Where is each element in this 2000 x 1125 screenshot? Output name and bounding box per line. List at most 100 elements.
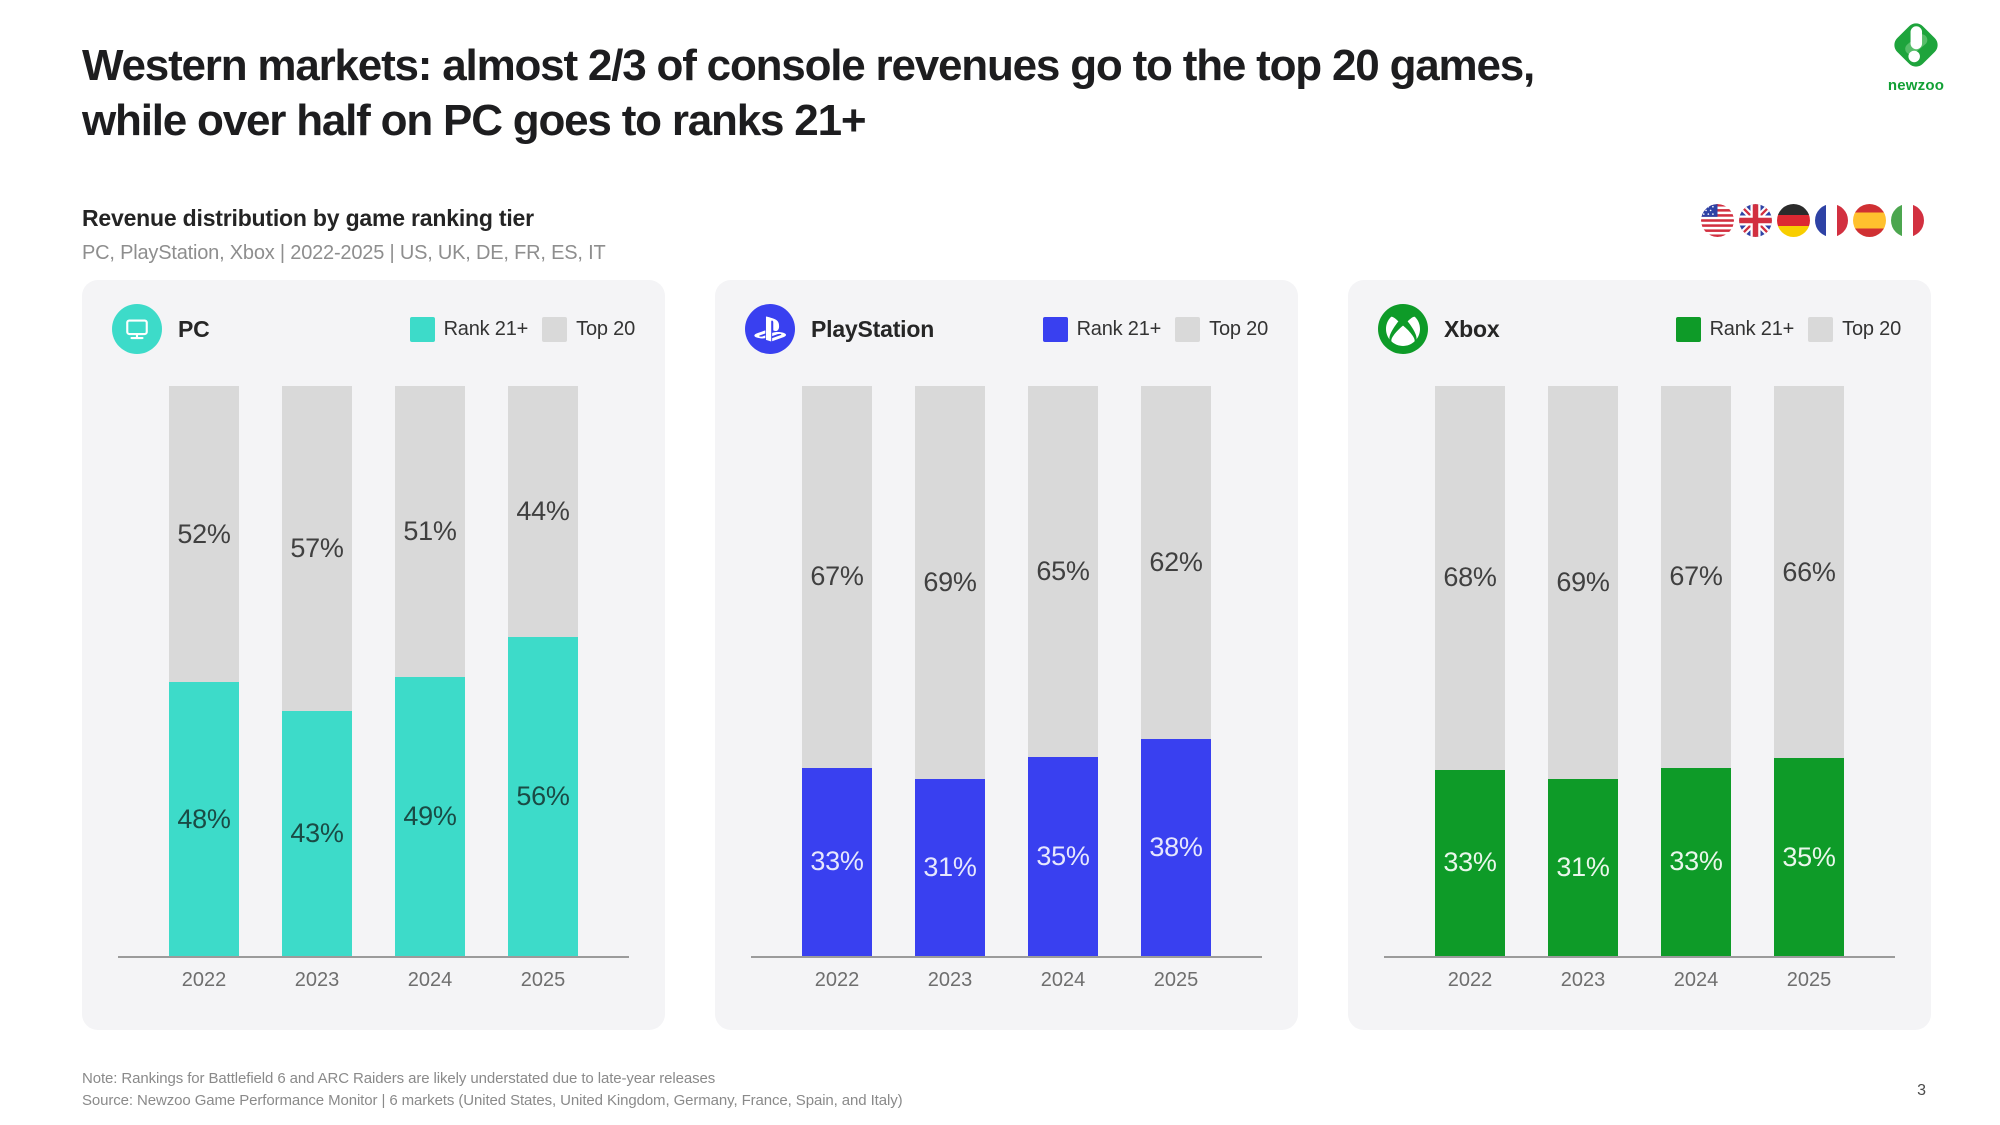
- playstation-badge: [745, 304, 795, 354]
- xbox-badge: [1378, 304, 1428, 354]
- note-line: Note: Rankings for Battlefield 6 and ARC…: [82, 1070, 716, 1087]
- playstation-bars: 67% 33% 69% 31% 65% 35% 62% 38%: [751, 386, 1262, 958]
- legend-item-rank21: Rank 21+: [1675, 316, 1795, 342]
- rank21-value-label: 31%: [1556, 852, 1610, 883]
- top20-segment: 51%: [395, 386, 465, 677]
- playstation-legend: Rank 21+ Top 20: [1042, 316, 1268, 342]
- rank21-label: Rank 21+: [1076, 317, 1162, 340]
- footnote: Note: Rankings for Battlefield 6 and ARC…: [82, 1068, 903, 1112]
- xbox-panel-header: Xbox Rank 21+ Top 20: [1378, 304, 1901, 354]
- top20-segment: 69%: [915, 386, 985, 780]
- stacked-bar: 66% 35%: [1774, 386, 1844, 956]
- rank21-segment: 49%: [395, 676, 465, 956]
- top20-value-label: 69%: [1556, 567, 1610, 598]
- rank21-value-label: 33%: [1443, 847, 1497, 878]
- rank21-value-label: 31%: [923, 852, 977, 883]
- chart-section-title: Revenue distribution by game ranking tie…: [82, 205, 534, 231]
- pc-badge: [112, 304, 162, 354]
- xbox-chart: 68% 33% 69% 31% 67% 33% 66% 35% 2022 2023 2024 202…: [1384, 386, 1895, 992]
- top20-value-label: 69%: [923, 567, 977, 598]
- top20-value-label: 68%: [1443, 562, 1497, 593]
- rank21-segment: 43%: [282, 710, 352, 956]
- top20-segment: 52%: [169, 386, 239, 683]
- stacked-bar: 69% 31%: [915, 386, 985, 956]
- top20-swatch: [1175, 316, 1201, 342]
- xbox-icon: [1386, 316, 1420, 346]
- top20-label: Top 20: [576, 317, 635, 340]
- top20-segment: 66%: [1774, 386, 1844, 759]
- uk-flag-icon: [1739, 204, 1772, 237]
- page-title: Western markets: almost 2/3 of console r…: [82, 41, 1535, 145]
- spain-flag-icon: [1853, 204, 1886, 237]
- rank21-swatch: [1675, 316, 1701, 342]
- top20-segment: 67%: [802, 386, 872, 768]
- top20-value-label: 44%: [516, 495, 570, 526]
- rank21-segment: 35%: [1774, 758, 1844, 956]
- rank21-value-label: 56%: [516, 780, 570, 811]
- rank21-segment: 38%: [1141, 739, 1211, 956]
- legend-item-rank21: Rank 21+: [1042, 316, 1162, 342]
- xbox-bars: 68% 33% 69% 31% 67% 33% 66% 35%: [1384, 386, 1895, 958]
- stacked-bar: 62% 38%: [1141, 386, 1211, 956]
- pc-chart: 52% 48% 57% 43% 51% 49% 44% 56% 2022 2023 2024 202…: [118, 386, 629, 992]
- stacked-bar: 44% 56%: [508, 386, 578, 956]
- chart-scope-line: PC, PlayStation, Xbox | 2022-2025 | US, …: [82, 242, 606, 264]
- year-label: 2024: [1040, 969, 1086, 991]
- year-label: 2025: [1786, 969, 1832, 991]
- top20-value-label: 67%: [1669, 561, 1723, 592]
- rank21-segment: 56%: [508, 636, 578, 956]
- rank21-segment: 33%: [802, 767, 872, 956]
- rank21-value-label: 43%: [290, 817, 344, 848]
- top20-label: Top 20: [1209, 317, 1268, 340]
- rank21-segment: 31%: [915, 779, 985, 956]
- germany-flag-icon: [1777, 204, 1810, 237]
- rank21-value-label: 49%: [403, 800, 457, 831]
- year-label: 2023: [927, 969, 973, 991]
- pc-panel: PC Rank 21+ Top 20 52% 48% 57% 43% 51% 49% 44%…: [82, 280, 665, 1030]
- xbox-panel: Xbox Rank 21+ Top 20 68% 33% 69% 31% 67% 33% 6…: [1348, 280, 1931, 1030]
- stacked-bar: 69% 31%: [1548, 386, 1618, 956]
- top20-segment: 44%: [508, 386, 578, 637]
- year-label: 2022: [1447, 969, 1493, 991]
- pc-bars: 52% 48% 57% 43% 51% 49% 44% 56%: [118, 386, 629, 958]
- top20-value-label: 51%: [403, 515, 457, 546]
- playstation-panel-title: PlayStation: [811, 315, 935, 342]
- top20-label: Top 20: [1842, 317, 1901, 340]
- stacked-bar: 65% 35%: [1028, 386, 1098, 956]
- playstation-panel-header: PlayStation Rank 21+ Top 20: [745, 304, 1268, 354]
- top20-segment: 65%: [1028, 386, 1098, 757]
- year-label: 2025: [520, 969, 566, 991]
- year-label: 2024: [1673, 969, 1719, 991]
- rank21-value-label: 33%: [1669, 846, 1723, 877]
- xbox-years: 2022 2023 2024 2025: [1384, 969, 1895, 992]
- us-flag-icon: [1701, 204, 1734, 237]
- stacked-bar: 51% 49%: [395, 386, 465, 956]
- legend-item-top20: Top 20: [1175, 316, 1268, 342]
- italy-flag-icon: [1891, 204, 1924, 237]
- top20-value-label: 65%: [1036, 555, 1090, 586]
- year-label: 2025: [1153, 969, 1199, 991]
- top20-value-label: 52%: [177, 518, 231, 549]
- rank21-segment: 33%: [1661, 767, 1731, 956]
- pc-years: 2022 2023 2024 2025: [118, 969, 629, 992]
- year-label: 2022: [814, 969, 860, 991]
- rank21-value-label: 35%: [1036, 840, 1090, 871]
- year-label: 2023: [1560, 969, 1606, 991]
- top20-swatch: [542, 316, 568, 342]
- newzoo-logo-text: newzoo: [1887, 77, 1945, 94]
- playstation-chart: 67% 33% 69% 31% 65% 35% 62% 38% 2022 2023 2024 202…: [751, 386, 1262, 992]
- top20-segment: 57%: [282, 386, 352, 711]
- newzoo-diamond-icon: [1894, 23, 1938, 67]
- rank21-segment: 33%: [1435, 769, 1505, 956]
- rank21-swatch: [1042, 316, 1068, 342]
- top20-segment: 62%: [1141, 386, 1211, 740]
- top20-swatch: [1808, 316, 1834, 342]
- rank21-segment: 35%: [1028, 756, 1098, 956]
- xbox-legend: Rank 21+ Top 20: [1675, 316, 1901, 342]
- rank21-label: Rank 21+: [1709, 317, 1795, 340]
- playstation-panel: PlayStation Rank 21+ Top 20 67% 33% 69% 31%…: [715, 280, 1298, 1030]
- source-line: Source: Newzoo Game Performance Monitor …: [82, 1091, 903, 1109]
- year-label: 2023: [294, 969, 340, 991]
- playstation-icon: [754, 316, 786, 342]
- market-flags: [1701, 204, 1924, 237]
